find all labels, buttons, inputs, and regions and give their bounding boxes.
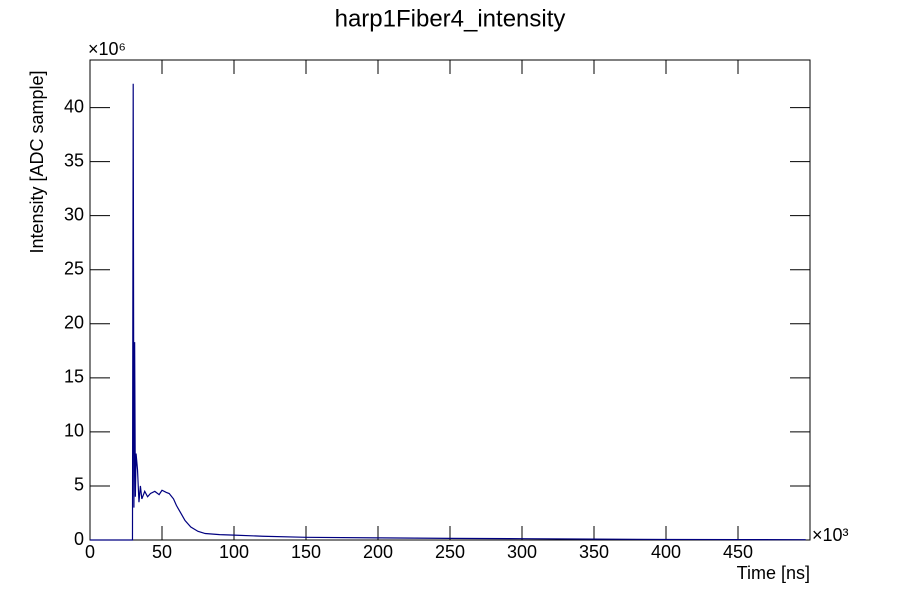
x-tick-label: 250	[435, 542, 465, 562]
y-tick-label: 15	[64, 367, 84, 387]
plot-frame	[89, 59, 811, 541]
x-tick-label: 400	[651, 542, 681, 562]
y-axis-label: Intensity [ADC sample]	[27, 70, 47, 253]
y-tick-label: 30	[64, 204, 84, 224]
y-tick-label: 20	[64, 313, 84, 333]
y-tick-label: 5	[74, 475, 84, 495]
y-tick-label: 35	[64, 150, 84, 170]
x-axis-label: Time [ns]	[737, 563, 810, 583]
x-tick-label: 300	[507, 542, 537, 562]
x-tick-label: 100	[219, 542, 249, 562]
x-tick-label: 350	[579, 542, 609, 562]
x-tick-label: 0	[85, 542, 95, 562]
y-tick-label: 40	[64, 96, 84, 116]
x-tick-label: 450	[723, 542, 753, 562]
x-multiplier: ×10³	[812, 525, 849, 545]
x-tick-label: 50	[152, 542, 172, 562]
x-tick-label: 200	[363, 542, 393, 562]
chart-title: harp1Fiber4_intensity	[335, 5, 566, 32]
y-tick-label: 0	[74, 529, 84, 549]
y-tick-label: 25	[64, 258, 84, 278]
y-multiplier: ×10⁶	[88, 39, 126, 59]
data-line	[90, 83, 806, 541]
x-tick-label: 150	[291, 542, 321, 562]
y-tick-label: 10	[64, 421, 84, 441]
